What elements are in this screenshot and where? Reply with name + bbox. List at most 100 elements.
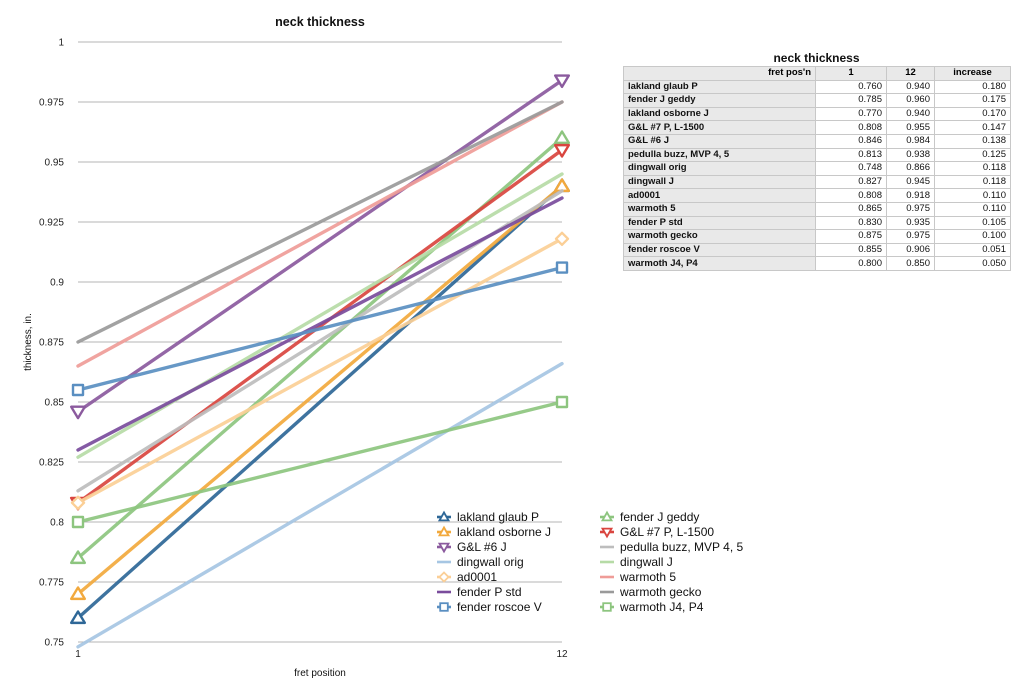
row-label-cell: fender P std xyxy=(623,215,816,231)
series-line xyxy=(76,148,564,505)
value-cell: 0.960 xyxy=(886,93,935,108)
chart-title: neck thickness xyxy=(275,15,365,29)
legend-label: G&L #6 J xyxy=(457,540,507,554)
legend-item: ad0001 xyxy=(437,570,497,584)
value-cell: 0.906 xyxy=(886,242,935,258)
row-label-cell: warmoth 5 xyxy=(623,201,816,217)
legend-item: fender roscoe V xyxy=(437,600,542,614)
data-point-marker xyxy=(70,495,86,510)
value-cell: 0.850 xyxy=(886,256,935,271)
legend-label: warmoth 5 xyxy=(619,570,676,584)
legend-label: lakland glaub P xyxy=(457,510,539,524)
legend-item: lakland osborne J xyxy=(437,525,551,539)
y-axis-label: thickness, in. xyxy=(23,313,34,371)
value-cell: 0.050 xyxy=(934,256,1011,271)
table-title: neck thickness xyxy=(773,51,860,65)
value-cell: 0.935 xyxy=(886,215,935,231)
data-point-marker xyxy=(555,261,569,274)
legend-item: dingwall J xyxy=(600,555,673,569)
y-tick-label: 0.775 xyxy=(39,578,64,589)
series xyxy=(69,130,571,565)
data-point-marker xyxy=(553,130,571,145)
value-cell: 0.813 xyxy=(815,147,887,163)
table-row: dingwall orig 0.748 0.866 0.118 xyxy=(623,161,1011,176)
row-label-cell: dingwall J xyxy=(623,174,816,190)
data-point-marker xyxy=(553,143,571,158)
series xyxy=(76,196,564,452)
value-cell: 0.846 xyxy=(815,133,887,149)
table-header-row: fret pos'n 1 12 increase xyxy=(623,66,1011,81)
value-cell: 0.827 xyxy=(815,174,887,190)
data-point-marker xyxy=(554,231,570,247)
value-cell: 0.808 xyxy=(815,188,887,203)
value-cell: 0.785 xyxy=(815,93,887,108)
row-label-cell: ad0001 xyxy=(623,188,816,203)
y-tick-label: 0.825 xyxy=(39,458,64,469)
series-line xyxy=(76,184,564,620)
row-label-cell: fender roscoe V xyxy=(623,242,816,258)
legend-label: ad0001 xyxy=(457,570,497,584)
series-lines xyxy=(69,74,571,649)
y-tick-label: 0.925 xyxy=(39,218,64,229)
legend-item: fender P std xyxy=(437,585,522,599)
series-line xyxy=(76,196,564,452)
row-label-cell: warmoth J4, P4 xyxy=(623,256,816,271)
series-line xyxy=(76,400,564,524)
legend-label: fender P std xyxy=(457,585,522,599)
column-header: 12 xyxy=(886,66,935,81)
value-cell: 0.975 xyxy=(886,201,935,217)
series-line xyxy=(76,237,564,505)
value-cell: 0.940 xyxy=(886,106,935,122)
x-tick-label: 1 xyxy=(75,649,81,660)
row-label-cell: warmoth gecko xyxy=(623,229,816,244)
row-label-cell: dingwall orig xyxy=(623,161,816,176)
x-tick-labels: 1 12 xyxy=(75,649,568,660)
value-cell: 0.975 xyxy=(886,229,935,244)
table-row: warmoth gecko 0.875 0.975 0.100 xyxy=(623,229,1011,244)
value-cell: 0.955 xyxy=(886,120,935,135)
data-point-marker xyxy=(555,395,569,409)
series-line xyxy=(76,78,564,414)
y-tick-label: 0.8 xyxy=(50,518,64,529)
legend-marker xyxy=(600,527,614,539)
legend-item: G&L #6 J xyxy=(437,540,507,554)
value-cell: 0.940 xyxy=(886,79,935,95)
value-cell: 0.125 xyxy=(934,147,1011,163)
legend-item: warmoth 5 xyxy=(600,570,676,584)
series-line xyxy=(76,265,564,392)
data-point-marker xyxy=(71,383,85,397)
table-row: fender roscoe V 0.855 0.906 0.051 xyxy=(623,242,1011,258)
y-tick-label: 0.85 xyxy=(45,398,65,409)
series xyxy=(76,100,564,368)
value-cell: 0.180 xyxy=(934,79,1011,95)
table-row: warmoth J4, P4 0.800 0.850 0.050 xyxy=(623,256,1011,271)
legend-marker xyxy=(439,602,449,612)
series xyxy=(69,74,571,420)
x-tick-label: 12 xyxy=(556,649,568,660)
legend-label: fender roscoe V xyxy=(457,600,542,614)
legend-label: dingwall J xyxy=(620,555,673,569)
value-cell: 0.110 xyxy=(934,201,1011,217)
row-label-cell: G&L #7 P, L-1500 xyxy=(623,120,816,135)
legend-marker xyxy=(602,602,612,612)
series xyxy=(76,172,564,459)
value-cell: 0.830 xyxy=(815,215,887,231)
row-label-cell: lakland osborne J xyxy=(623,106,816,122)
value-cell: 0.865 xyxy=(815,201,887,217)
data-point-marker xyxy=(69,586,87,601)
value-cell: 0.748 xyxy=(815,161,887,176)
legend-item: fender J geddy xyxy=(600,510,699,524)
legend-item: G&L #7 P, L-1500 xyxy=(600,525,714,539)
value-cell: 0.945 xyxy=(886,174,935,190)
value-cell: 0.800 xyxy=(815,256,887,271)
value-cell: 0.138 xyxy=(934,133,1011,149)
y-tick-label: 0.95 xyxy=(45,158,65,169)
value-cell: 0.770 xyxy=(815,106,887,122)
series xyxy=(71,261,569,397)
table-row: fender P std 0.830 0.935 0.105 xyxy=(623,215,1011,231)
value-cell: 0.100 xyxy=(934,229,1011,244)
series xyxy=(71,395,569,529)
data-point-marker xyxy=(69,610,87,625)
legend-label: dingwall orig xyxy=(457,555,524,569)
series xyxy=(76,361,564,649)
